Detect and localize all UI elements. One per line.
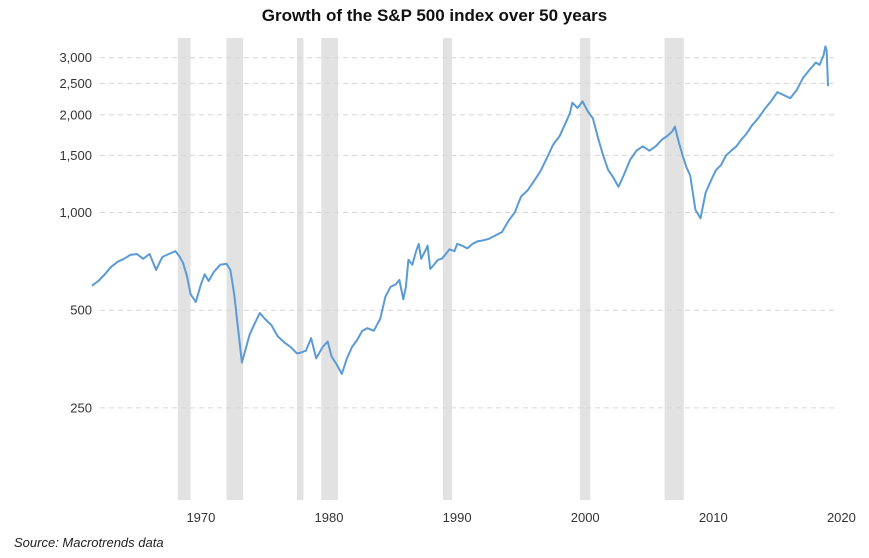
x-tick-label: 2020 — [827, 510, 856, 525]
recession-band — [226, 38, 244, 500]
recession-band — [580, 38, 591, 500]
recession-band — [297, 38, 304, 500]
chart-plot: 250 500 1,000 1,500 2,000 2,500 3,000 1970 1980… — [59, 38, 856, 525]
x-tick-label: 2000 — [571, 510, 600, 525]
x-tick-label: 1970 — [186, 510, 215, 525]
y-tick-label: 250 — [70, 400, 92, 415]
x-tick-label: 1980 — [315, 510, 344, 525]
recession-band — [664, 38, 684, 500]
recession-band — [321, 38, 338, 500]
y-tick-label: 1,500 — [59, 148, 92, 163]
recession-bands — [177, 38, 684, 500]
series-line — [91, 45, 829, 375]
x-tick-label: 2010 — [699, 510, 728, 525]
y-tick-label: 1,000 — [59, 205, 92, 220]
gridlines — [100, 57, 835, 409]
chart-source: Source: Macrotrends data — [14, 535, 164, 550]
y-tick-label: 2,500 — [59, 76, 92, 91]
x-tick-label: 1990 — [443, 510, 472, 525]
y-tick-label: 500 — [70, 303, 92, 318]
recession-band — [443, 38, 452, 500]
y-tick-label: 3,000 — [59, 50, 92, 65]
y-tick-label: 2,000 — [59, 107, 92, 122]
chart-title: Growth of the S&P 500 index over 50 year… — [261, 6, 608, 25]
y-axis-labels: 250 500 1,000 1,500 2,000 2,500 3,000 — [59, 50, 92, 415]
x-axis-labels: 1970 1980 1990 2000 2010 2020 — [186, 510, 855, 525]
